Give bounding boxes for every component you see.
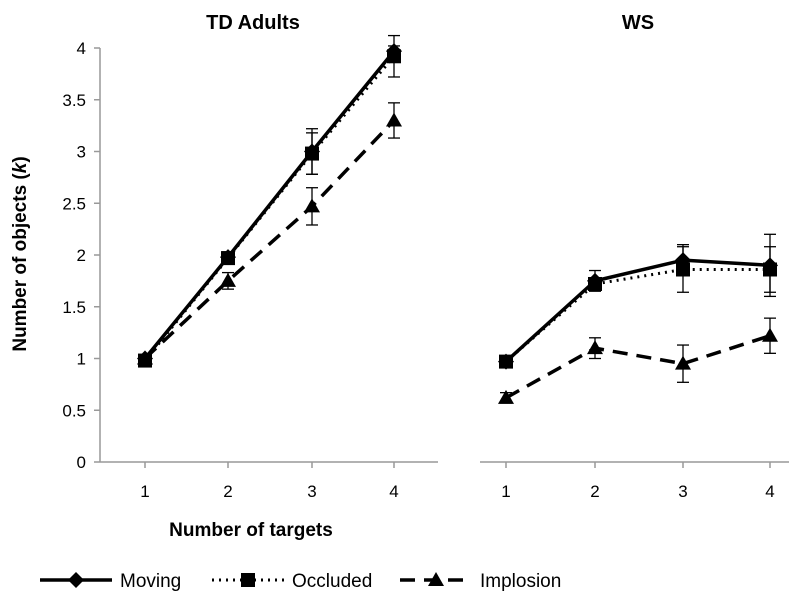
legend-marker-implosion — [428, 572, 444, 586]
panel-title-ws: WS — [622, 12, 654, 34]
point-implosion-ws-3 — [675, 355, 691, 370]
point-implosion-td-adults-2 — [220, 272, 236, 287]
point-moving-ws-1 — [498, 353, 514, 370]
legend-label-implosion: Implosion — [480, 571, 561, 592]
series-line-occluded-ws — [505, 267, 770, 363]
legend: Moving Occluded Implosion — [40, 571, 561, 592]
point-moving-td-adults-3 — [304, 143, 320, 160]
panel-title-td-adults: TD Adults — [206, 12, 300, 34]
y-tick-label-7: 3.5 — [62, 91, 86, 110]
series-line-moving-ws — [504, 258, 771, 363]
point-implosion-td-adults-4 — [386, 112, 402, 127]
legend-label-moving: Moving — [120, 571, 181, 592]
y-tick-label-5: 2.5 — [62, 194, 86, 213]
panel-td-adults: TD Adults Number of objects (k) Number o… — [10, 12, 438, 541]
point-moving-ws-2 — [587, 272, 603, 289]
y-tick-label-8: 4 — [77, 39, 86, 58]
y-tick-label-0: 0 — [77, 453, 86, 472]
series-line-moving-td-adults — [143, 49, 396, 360]
point-moving-td-adults-4 — [386, 43, 402, 60]
x-tick-label-td-adults-1: 1 — [140, 482, 149, 501]
x-tick-label-td-adults-4: 4 — [389, 482, 398, 501]
panel-ws: WS 1 2 3 4 — [480, 12, 789, 501]
y-tick-label-3: 1.5 — [62, 298, 86, 317]
x-tick-label-ws-3: 3 — [678, 482, 687, 501]
point-implosion-td-adults-3 — [304, 198, 320, 213]
x-tick-label-ws-2: 2 — [590, 482, 599, 501]
y-axis-title: Number of objects (k) — [10, 156, 31, 351]
x-tick-label-ws-1: 1 — [501, 482, 510, 501]
x-tick-label-td-adults-2: 2 — [223, 482, 232, 501]
y-tick-label-2: 1 — [77, 350, 86, 369]
y-tick-label-1: 0.5 — [62, 401, 86, 420]
y-tick-label-4: 2 — [77, 246, 86, 265]
point-moving-ws-4 — [762, 257, 778, 274]
point-occluded-ws-3 — [676, 262, 690, 277]
series-line-occluded-td-adults — [143, 55, 396, 362]
point-implosion-ws-4 — [762, 327, 778, 342]
series-line-implosion-ws — [505, 334, 771, 400]
y-tick-label-6: 3 — [77, 143, 86, 162]
y-axis-title-part-1: Number of objects ( — [10, 173, 31, 352]
x-tick-label-td-adults-3: 3 — [307, 482, 316, 501]
point-moving-td-adults-1 — [137, 350, 153, 367]
x-tick-label-ws-4: 4 — [765, 482, 774, 501]
legend-label-occluded: Occluded — [292, 571, 372, 592]
point-moving-td-adults-2 — [220, 249, 236, 266]
y-axis-title-italic-k: k — [10, 161, 31, 173]
legend-marker-occluded — [241, 573, 255, 587]
point-implosion-ws-2 — [587, 340, 603, 355]
series-line-implosion-td-adults — [143, 119, 396, 360]
y-axis-title-part-3: ) — [10, 156, 31, 162]
point-implosion-ws-1 — [498, 389, 514, 404]
point-moving-ws-3 — [675, 252, 691, 269]
legend-marker-moving — [68, 572, 84, 588]
x-axis-title: Number of targets — [169, 520, 333, 541]
